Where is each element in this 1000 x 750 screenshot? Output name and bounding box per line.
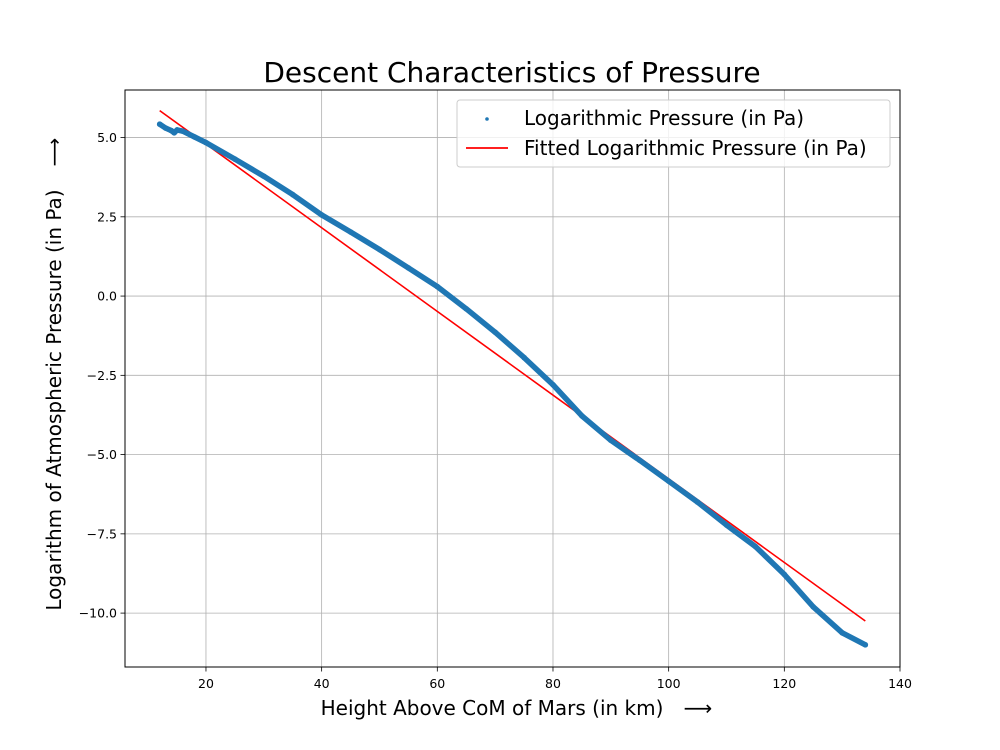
scatter-point [232,156,238,162]
scatter-layer [156,121,869,648]
chart-title: Descent Characteristics of Pressure [263,56,760,89]
scatter-point [694,499,701,505]
scatter-point [174,127,180,133]
fitted-line [159,109,866,622]
legend-box [456,99,891,168]
scatter-point [289,191,296,198]
scatter-point [180,128,186,134]
scatter-point [203,139,209,146]
scatter-point [579,413,585,419]
scatter-point [347,229,354,235]
y-tick-label: −7.5 [87,526,117,541]
scatter-point [810,604,816,610]
scatter-point [636,457,643,464]
scatter-point [261,173,267,179]
fitted-line-layer [159,109,866,622]
scatter-point [162,125,169,131]
y-axis-ticks: 5.0 2.5 0.0 −2.5 −5.0 −7.5 −10.0 [79,130,125,621]
scatter-point [752,543,759,550]
y-tick-label: −10.0 [79,606,117,621]
y-tick-label: −2.5 [87,368,117,383]
x-axis-arrow: ⟶ [684,696,713,720]
legend-label-scatter: Logarithmic Pressure (in Pa) [524,106,804,130]
x-axis-ticks: 20 40 60 80 100 120 140 [198,667,912,691]
scatter-point [191,134,198,140]
scatter-point [550,382,556,388]
x-tick-label: 120 [772,676,796,691]
scatter-point [608,437,614,444]
y-axis-label: Logarithm of Atmospheric Pressure (in Pa… [42,189,66,610]
x-tick-label: 40 [314,676,330,691]
scatter-point [318,212,325,218]
scatter-point [463,306,470,312]
y-tick-label: 5.0 [97,130,117,145]
x-tick-label: 100 [657,676,681,691]
legend: Logarithmic Pressure (in Pa) Fitted Loga… [456,99,891,168]
scatter-point [839,630,845,636]
scatter-point [862,642,869,648]
scatter-point [723,522,730,528]
scatter-point [156,121,163,127]
plot-area [125,90,900,667]
x-tick-label: 80 [545,676,561,691]
x-tick-label: 60 [429,676,445,691]
y-tick-label: 0.0 [97,289,117,304]
y-axis-arrow: ⟶ [42,138,66,167]
grid [125,90,901,667]
scatter-point [781,571,788,578]
scatter-point [376,246,383,253]
legend-label-fit: Fitted Logarithmic Pressure (in Pa) [524,136,867,160]
scatter-point [405,265,412,271]
scatter-point [521,354,527,361]
x-tick-label: 20 [198,676,214,691]
scatter-point [492,329,498,336]
x-tick-label: 140 [888,676,912,691]
scatter-point [665,478,672,485]
y-tick-label: 2.5 [97,209,117,224]
legend-marker-scatter [485,117,489,121]
plot-frame [124,89,901,668]
x-axis-label: Height Above CoM of Mars (in km) [321,696,664,720]
scatter-point [434,283,441,290]
y-tick-label: −5.0 [87,447,117,462]
